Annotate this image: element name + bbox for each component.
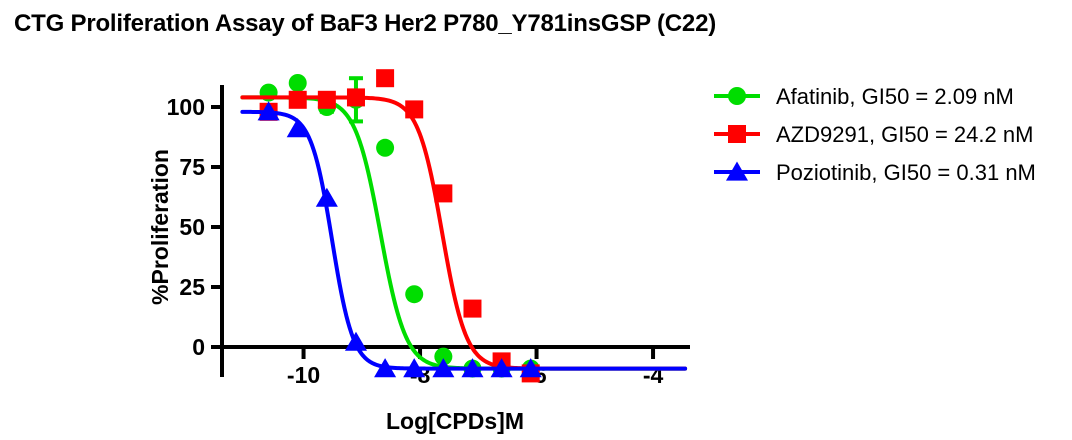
- data-point-marker: [317, 90, 336, 109]
- plot-area: 0255075100%Proliferation-10-8-6-4Log[CPD…: [147, 69, 690, 434]
- data-point-marker: [461, 358, 484, 378]
- data-point-marker: [288, 90, 307, 109]
- data-point-marker: [315, 187, 338, 207]
- legend-item-0[interactable]: Afatinib, GI50 = 2.09 nM: [714, 84, 1014, 109]
- data-point-marker: [344, 331, 367, 351]
- legend-marker: [725, 161, 749, 181]
- legend-label: Poziotinib, GI50 = 0.31 nM: [776, 160, 1036, 185]
- data-point-marker: [463, 299, 482, 318]
- data-point-marker: [286, 118, 309, 138]
- data-point-marker: [405, 285, 424, 304]
- x-axis-label: Log[CPDs]M: [386, 408, 524, 434]
- data-point-marker: [490, 358, 513, 378]
- data-point-marker: [434, 347, 453, 366]
- chart-legend: Afatinib, GI50 = 2.09 nM AZD9291, GI50 = …: [714, 84, 1036, 185]
- legend-item-1[interactable]: AZD9291, GI50 = 24.2 nM: [714, 122, 1033, 147]
- legend-label: Afatinib, GI50 = 2.09 nM: [776, 84, 1014, 109]
- data-point-marker: [434, 184, 453, 203]
- data-point-marker: [374, 358, 397, 378]
- data-point-marker: [257, 101, 280, 121]
- data-point-marker: [403, 358, 426, 378]
- data-point-marker: [519, 358, 542, 378]
- legend-marker: [728, 125, 746, 143]
- data-point-marker: [288, 74, 307, 92]
- data-point-marker: [432, 358, 455, 378]
- y-tick-label: 25: [179, 274, 205, 300]
- series-curve: [240, 109, 688, 371]
- data-point-marker: [346, 88, 365, 107]
- y-tick-label: 100: [167, 94, 205, 120]
- data-point-marker: [405, 100, 424, 119]
- x-tick-label: -10: [287, 362, 320, 388]
- data-point-marker: [376, 69, 395, 88]
- y-axis-label: %Proliferation: [147, 149, 173, 305]
- x-tick-label: -4: [643, 362, 664, 388]
- data-point-marker: [376, 138, 395, 157]
- page-title: CTG Proliferation Assay of BaF3 Her2 P78…: [14, 10, 717, 37]
- y-tick-label: 75: [179, 154, 205, 180]
- y-tick-label: 0: [192, 334, 205, 360]
- series-poziotinib: [240, 101, 688, 378]
- legend-item-2[interactable]: Poziotinib, GI50 = 0.31 nM: [714, 160, 1036, 185]
- legend-marker: [728, 87, 746, 105]
- series-azd9291: [240, 69, 688, 383]
- y-tick-label: 50: [179, 214, 205, 240]
- legend-label: AZD9291, GI50 = 24.2 nM: [776, 122, 1033, 147]
